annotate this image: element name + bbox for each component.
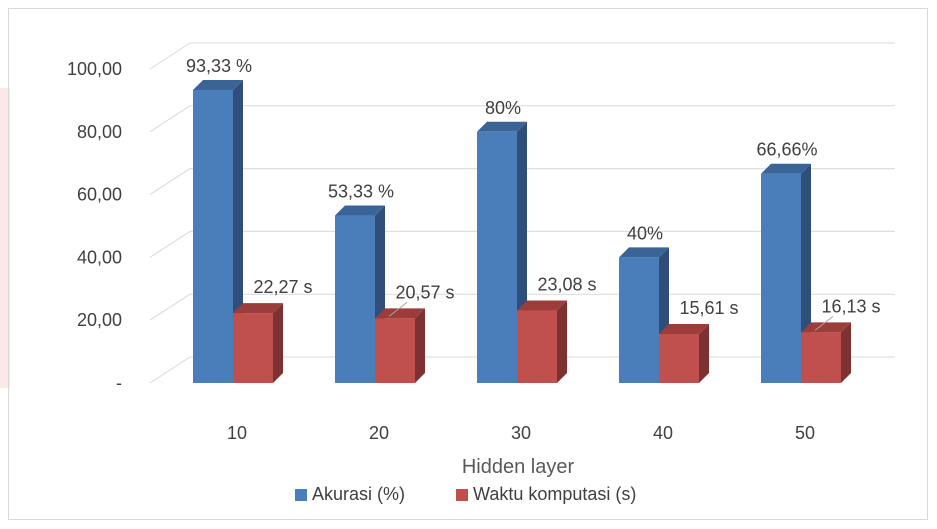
bar-akurasi-50 <box>761 163 811 383</box>
bar-top <box>619 247 669 258</box>
x-axis-title: Hidden layer <box>462 456 575 478</box>
bar-front <box>335 215 375 383</box>
legend: Akurasi (%) Waktu komputasi (s) <box>295 484 636 504</box>
data-label-akurasi-50: 66,66% <box>756 140 817 160</box>
x-axis-categories: 10 20 30 40 50 <box>227 423 815 443</box>
bar-top <box>375 308 425 319</box>
data-label-akurasi-20: 53,33 % <box>328 182 394 202</box>
bar-front <box>477 131 517 383</box>
bar-front <box>233 313 273 383</box>
legend-swatch-akurasi <box>295 489 307 501</box>
left-accent-strip <box>0 88 10 388</box>
y-tick-label-0: - <box>116 373 122 393</box>
y-tick-label-1: 20,00 <box>77 310 122 330</box>
bar-front <box>801 332 841 383</box>
data-label-waktu-30: 23,08 s <box>537 275 596 295</box>
y-tick-label-5: 100,00 <box>67 59 122 79</box>
data-label-waktu-20: 20,57 s <box>395 282 454 302</box>
bar-waktu-40 <box>659 323 709 383</box>
x-category-label-30: 30 <box>511 423 531 443</box>
data-label-akurasi-10: 93,33 % <box>186 56 252 76</box>
bar-top <box>801 322 851 333</box>
data-label-waktu-40: 15,61 s <box>679 298 738 318</box>
gridline-diagonal-3 <box>149 168 191 196</box>
bar-front <box>761 173 801 383</box>
bar-waktu-20 <box>375 308 425 383</box>
y-tick-label-2: 40,00 <box>77 247 122 267</box>
bar-top <box>193 79 243 90</box>
bar-top <box>335 205 385 216</box>
x-category-label-50: 50 <box>795 423 815 443</box>
bar-top <box>477 121 527 132</box>
bar-akurasi-30 <box>477 121 527 384</box>
legend-label-akurasi: Akurasi (%) <box>312 484 405 504</box>
bar-waktu-50 <box>801 322 851 383</box>
data-label-akurasi-40: 40% <box>627 223 663 243</box>
bar-side <box>841 322 851 383</box>
bars <box>193 79 851 384</box>
leader-line-waktu-20 <box>388 302 408 317</box>
bar-side <box>415 308 425 383</box>
bar-front <box>659 333 699 383</box>
legend-swatch-waktu <box>456 489 468 501</box>
bar-front <box>517 310 557 383</box>
bar-top <box>233 303 283 314</box>
bar-front <box>619 257 659 383</box>
chart-frame <box>8 8 928 520</box>
bar-akurasi-20 <box>335 205 385 383</box>
gridline-diagonal-4 <box>149 105 191 133</box>
bar-side <box>699 323 709 383</box>
gridline-diagonal-2 <box>149 230 191 258</box>
x-category-label-20: 20 <box>369 423 389 443</box>
data-labels: 93,33 % 22,27 s 53,33 % 20,57 s 80% 23,08 s 40… <box>186 56 881 331</box>
y-tick-label-4: 80,00 <box>77 122 122 142</box>
y-axis-ticks: - 20,00 40,00 60,00 80,00 100,00 <box>67 59 122 393</box>
bar-top <box>761 163 811 174</box>
bar-akurasi-40 <box>619 247 669 383</box>
bar-front <box>193 89 233 384</box>
data-label-waktu-50: 16,13 s <box>821 296 880 316</box>
bar-front <box>375 318 415 383</box>
bar-side <box>557 300 567 383</box>
gridline-diagonal-0 <box>149 356 191 384</box>
x-category-label-10: 10 <box>227 423 247 443</box>
gridline-diagonal-1 <box>149 293 191 321</box>
gridline-diagonal-5 <box>149 42 191 70</box>
bar-top <box>659 323 709 334</box>
bar-side <box>273 303 283 383</box>
bar-waktu-30 <box>517 300 567 383</box>
x-category-label-40: 40 <box>653 423 673 443</box>
bar-top <box>517 300 567 311</box>
y-tick-label-3: 60,00 <box>77 185 122 205</box>
leader-line-waktu-50 <box>814 315 834 331</box>
bar-akurasi-10 <box>193 79 243 384</box>
legend-label-waktu: Waktu komputasi (s) <box>473 484 636 504</box>
bar-waktu-10 <box>233 303 283 383</box>
data-label-waktu-10: 22,27 s <box>253 277 312 297</box>
data-label-akurasi-30: 80% <box>485 98 521 118</box>
